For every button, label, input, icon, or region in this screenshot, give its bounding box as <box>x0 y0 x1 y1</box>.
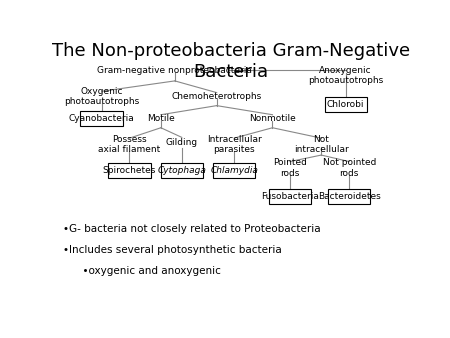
Text: Cytophaga: Cytophaga <box>158 166 206 175</box>
Text: Possess
axial filament: Possess axial filament <box>99 135 161 154</box>
FancyBboxPatch shape <box>324 97 367 112</box>
Text: Intracellular
parasites: Intracellular parasites <box>207 135 261 154</box>
Text: •oxygenic and anoxygenic: •oxygenic and anoxygenic <box>63 266 221 276</box>
FancyBboxPatch shape <box>108 163 151 178</box>
FancyBboxPatch shape <box>81 111 123 126</box>
Text: Anoxygenic
photoautotrophs: Anoxygenic photoautotrophs <box>308 66 383 86</box>
Text: Cyanobacteria: Cyanobacteria <box>69 114 135 123</box>
Text: Gilding: Gilding <box>166 138 198 147</box>
Text: Fusobacteria: Fusobacteria <box>261 192 319 201</box>
Text: Oxygenic
photoautotrophs: Oxygenic photoautotrophs <box>64 87 139 106</box>
Text: Pointed
rods: Pointed rods <box>273 159 307 178</box>
Text: Chemoheterotrophs: Chemoheterotrophs <box>171 92 262 101</box>
FancyBboxPatch shape <box>269 189 311 204</box>
Text: Not
intracellular: Not intracellular <box>294 135 349 154</box>
Text: Chlamydia: Chlamydia <box>210 166 258 175</box>
Text: Chlorobi: Chlorobi <box>327 100 364 109</box>
Text: Motile: Motile <box>147 114 175 123</box>
Text: Not pointed
rods: Not pointed rods <box>323 159 376 178</box>
Text: Nonmotile: Nonmotile <box>249 114 296 123</box>
Text: Bacteroidetes: Bacteroidetes <box>318 192 381 201</box>
Text: •Includes several photosynthetic bacteria: •Includes several photosynthetic bacteri… <box>63 245 282 255</box>
FancyBboxPatch shape <box>328 189 370 204</box>
FancyBboxPatch shape <box>161 163 203 178</box>
Text: •G- bacteria not closely related to Proteobacteria: •G- bacteria not closely related to Prot… <box>63 224 321 234</box>
FancyBboxPatch shape <box>213 163 255 178</box>
Text: Spirochetes: Spirochetes <box>103 166 156 175</box>
Text: The Non-proteobacteria Gram-Negative
Bacteria: The Non-proteobacteria Gram-Negative Bac… <box>52 42 410 81</box>
Text: Gram-negative nonproteobacteria: Gram-negative nonproteobacteria <box>97 66 252 75</box>
